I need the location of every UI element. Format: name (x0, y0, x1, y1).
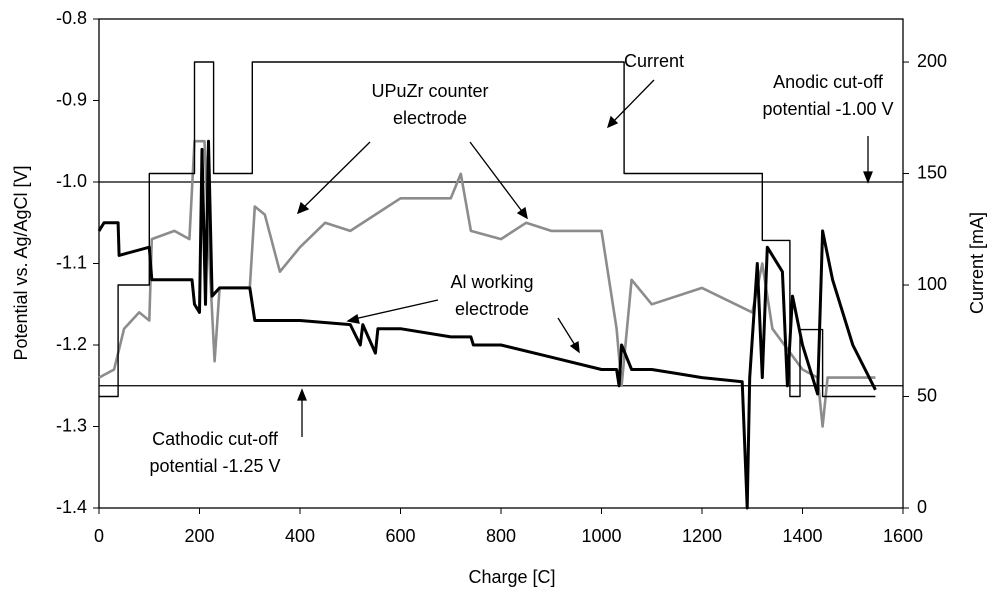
annotation: UPuZr counter (371, 81, 488, 101)
annotation: electrode (393, 108, 467, 128)
annotation: electrode (455, 299, 529, 319)
x-tick-label: 0 (94, 526, 104, 546)
x-tick-label: 400 (285, 526, 315, 546)
x-tick-label: 200 (184, 526, 214, 546)
series-line (99, 61, 876, 398)
x-tick-label: 1000 (581, 526, 621, 546)
x-tick-label: 1600 (883, 526, 923, 546)
y2-axis-title: Current [mA] (967, 212, 987, 314)
annotation: Al working (450, 272, 533, 292)
annotation: Anodic cut-off (773, 72, 884, 92)
y-tick-label: -1.3 (56, 415, 87, 435)
annotation: Current (624, 51, 684, 71)
y-axis-title: Potential vs. Ag/AgCl [V] (11, 165, 31, 360)
y2-tick-label: 100 (917, 274, 947, 294)
y2-tick-label: 0 (917, 497, 927, 517)
series-line (97, 139, 877, 510)
annotation: Cathodic cut-off (152, 429, 279, 449)
y2-tick-label: 50 (917, 385, 937, 405)
x-axis-title: Charge [C] (468, 567, 555, 587)
y-tick-label: -1.2 (56, 334, 87, 354)
y-tick-label: -1.4 (56, 497, 87, 517)
x-tick-label: 1200 (682, 526, 722, 546)
y2-tick-label: 200 (917, 51, 947, 71)
annotation: potential -1.25 V (149, 456, 280, 476)
y2-tick-label: 150 (917, 162, 947, 182)
y-tick-label: -1.0 (56, 171, 87, 191)
x-tick-label: 600 (385, 526, 415, 546)
arrows (296, 79, 873, 437)
x-tick-label: 1400 (782, 526, 822, 546)
y-tick-label: -0.8 (56, 8, 87, 28)
y-tick-label: -1.1 (56, 252, 87, 272)
x-tick-label: 800 (486, 526, 516, 546)
y-tick-label: -0.9 (56, 89, 87, 109)
annotation: potential -1.00 V (762, 99, 893, 119)
